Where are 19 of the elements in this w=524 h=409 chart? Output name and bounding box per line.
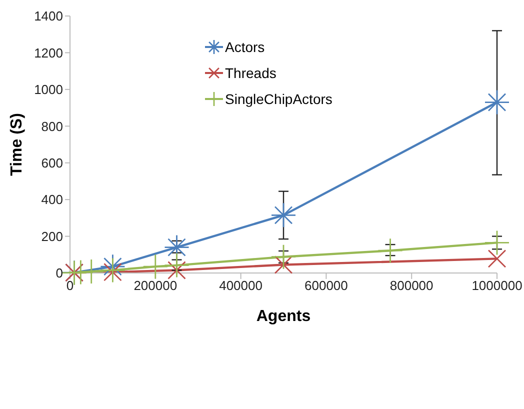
y-axis-title: Time (S) — [8, 113, 26, 176]
y-tick-label: 1200 — [34, 45, 63, 60]
y-tick-label: 0 — [56, 266, 63, 281]
y-tick-label: 200 — [41, 228, 63, 244]
y-tick-label: 1000 — [34, 82, 63, 98]
x-tick-label: 400000 — [219, 278, 262, 294]
x-tick-label: 200000 — [134, 278, 178, 294]
y-tick-label: 1400 — [34, 8, 63, 24]
x-axis-title: Agents — [256, 308, 311, 325]
legend-label: Threads — [225, 65, 276, 81]
x-tick-label: 800000 — [390, 278, 434, 294]
y-tick-label: 800 — [41, 118, 63, 134]
legend-label: Actors — [225, 39, 265, 55]
legend-label: SingleChipActors — [225, 91, 332, 107]
y-tick-label: 400 — [41, 192, 63, 208]
x-tick-label: 600000 — [304, 278, 348, 294]
x-tick-label: 1000000 — [472, 278, 522, 294]
x-tick-label: 0 — [66, 278, 74, 294]
y-tick-label: 600 — [41, 155, 63, 170]
